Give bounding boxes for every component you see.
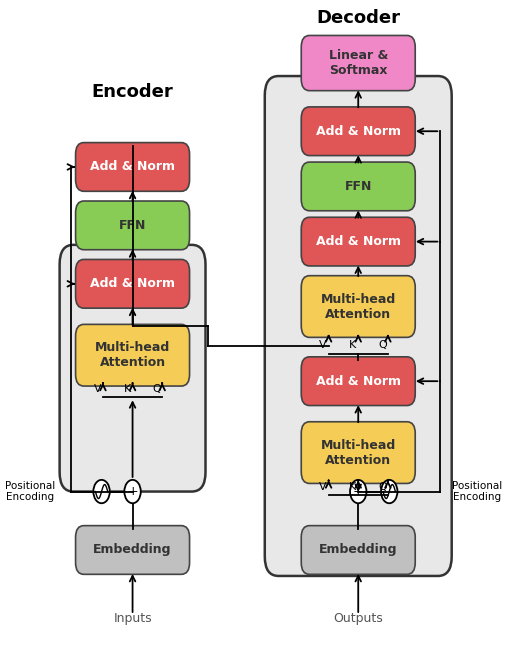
Text: Positional
Encoding: Positional Encoding [452, 481, 502, 502]
Text: Multi-head
Attention: Multi-head Attention [95, 341, 170, 369]
Text: Inputs: Inputs [113, 612, 152, 625]
Text: Linear &
Softmax: Linear & Softmax [329, 49, 388, 77]
Text: +: + [353, 485, 364, 498]
FancyBboxPatch shape [265, 76, 452, 576]
FancyBboxPatch shape [301, 162, 415, 211]
Text: K: K [349, 482, 357, 492]
Text: Add & Norm: Add & Norm [316, 125, 401, 138]
FancyBboxPatch shape [76, 325, 189, 386]
Circle shape [381, 480, 397, 503]
Text: Multi-head
Attention: Multi-head Attention [321, 293, 396, 321]
Text: Encoder: Encoder [91, 83, 173, 101]
Text: Multi-head
Attention: Multi-head Attention [321, 439, 396, 467]
Text: FFN: FFN [119, 219, 146, 232]
Text: Embedding: Embedding [93, 544, 172, 556]
FancyBboxPatch shape [59, 245, 206, 492]
FancyBboxPatch shape [301, 217, 415, 266]
Text: K: K [349, 340, 357, 350]
Text: Add & Norm: Add & Norm [316, 235, 401, 248]
Text: V: V [93, 384, 101, 394]
Text: K: K [123, 384, 131, 394]
Text: Add & Norm: Add & Norm [90, 277, 175, 290]
Text: Add & Norm: Add & Norm [90, 160, 175, 173]
FancyBboxPatch shape [76, 143, 189, 191]
Text: Q: Q [378, 482, 387, 492]
Text: Positional
Encoding: Positional Encoding [5, 481, 55, 502]
FancyBboxPatch shape [301, 35, 415, 91]
Text: Add & Norm: Add & Norm [316, 375, 401, 388]
FancyBboxPatch shape [301, 422, 415, 483]
Text: V: V [320, 482, 327, 492]
Text: Embedding: Embedding [319, 544, 397, 556]
Text: Outputs: Outputs [333, 612, 383, 625]
Circle shape [93, 480, 110, 503]
FancyBboxPatch shape [76, 259, 189, 308]
Text: Q: Q [152, 384, 161, 394]
FancyBboxPatch shape [76, 526, 189, 574]
Text: FFN: FFN [344, 180, 372, 193]
Circle shape [350, 480, 366, 503]
FancyBboxPatch shape [301, 357, 415, 406]
Text: Q: Q [378, 340, 387, 350]
Text: +: + [127, 485, 138, 498]
Text: Decoder: Decoder [316, 8, 400, 27]
FancyBboxPatch shape [301, 526, 415, 574]
FancyBboxPatch shape [301, 276, 415, 337]
Text: V: V [320, 340, 327, 350]
FancyBboxPatch shape [76, 201, 189, 250]
FancyBboxPatch shape [301, 107, 415, 156]
Circle shape [124, 480, 141, 503]
